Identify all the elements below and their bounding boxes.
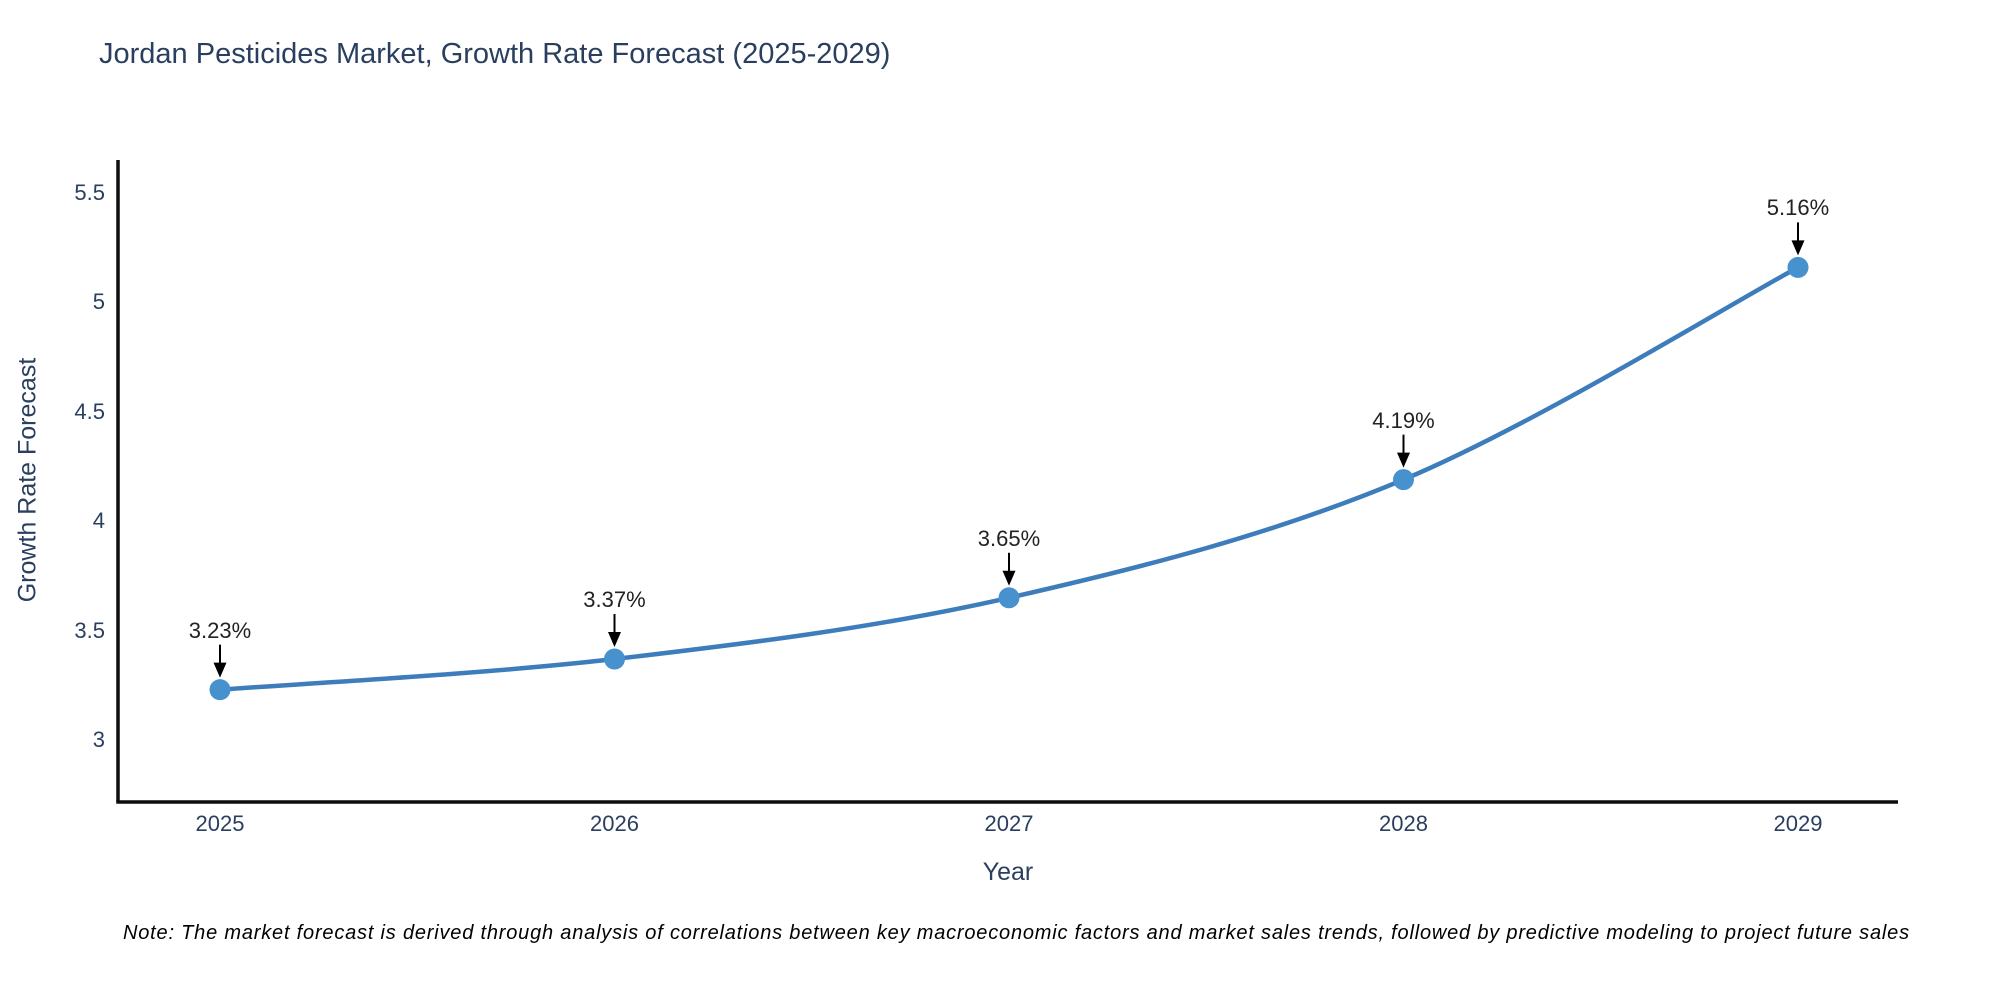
annotation-arrow-head (1002, 570, 1016, 586)
annotation-arrow-head (608, 632, 621, 648)
annotation-arrow-head (1397, 452, 1410, 468)
data-point-marker (1393, 469, 1414, 491)
x-axis-title: Year (982, 858, 1034, 886)
y-tick-label: 3 (92, 727, 105, 752)
y-tick-label: 5.5 (74, 180, 105, 205)
annotation-arrow-head (1791, 240, 1805, 256)
y-tick-label: 4.5 (74, 398, 105, 424)
point-value-label: 4.19% (1372, 407, 1435, 433)
point-value-label: 3.23% (188, 617, 252, 643)
footnote: Note: The market forecast is derived thr… (123, 922, 1910, 944)
data-point-marker (1787, 256, 1809, 278)
y-tick-label: 5 (92, 289, 105, 315)
x-tick-label: 2026 (590, 811, 639, 836)
x-tick-label: 2027 (984, 811, 1034, 836)
x-tick-label: 2028 (1379, 811, 1428, 836)
x-tick-label: 2029 (1773, 811, 1823, 836)
annotation-arrow-head (213, 662, 227, 678)
point-value-label: 3.37% (583, 587, 646, 613)
data-point-marker (209, 679, 231, 701)
y-tick-label: 3.5 (74, 617, 105, 643)
point-value-label: 5.16% (1766, 195, 1830, 221)
point-value-label: 3.65% (977, 525, 1041, 551)
forecast-line (217, 265, 1801, 692)
y-tick-label: 4 (92, 508, 105, 534)
data-point-marker (998, 587, 1020, 609)
chart-title: Jordan Pesticides Market, Growth Rate Fo… (99, 38, 891, 70)
data-point-marker (604, 648, 625, 670)
x-tick-label: 2025 (195, 811, 245, 836)
